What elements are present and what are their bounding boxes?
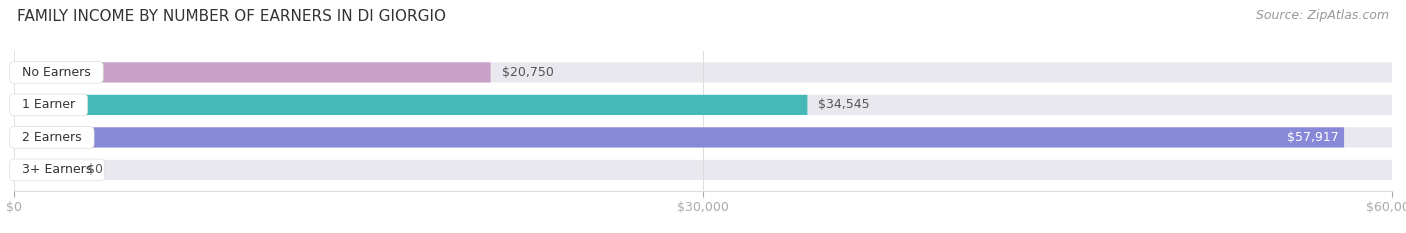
Text: Source: ZipAtlas.com: Source: ZipAtlas.com — [1256, 9, 1389, 22]
Text: No Earners: No Earners — [14, 66, 98, 79]
FancyBboxPatch shape — [14, 62, 1392, 82]
Text: FAMILY INCOME BY NUMBER OF EARNERS IN DI GIORGIO: FAMILY INCOME BY NUMBER OF EARNERS IN DI… — [17, 9, 446, 24]
Text: 2 Earners: 2 Earners — [14, 131, 90, 144]
Text: $0: $0 — [87, 163, 103, 176]
FancyBboxPatch shape — [14, 95, 807, 115]
Text: $34,545: $34,545 — [818, 98, 870, 111]
FancyBboxPatch shape — [14, 62, 491, 82]
FancyBboxPatch shape — [14, 127, 1344, 147]
Text: $57,917: $57,917 — [1286, 131, 1339, 144]
FancyBboxPatch shape — [14, 160, 1392, 180]
FancyBboxPatch shape — [14, 160, 76, 180]
Text: 3+ Earners: 3+ Earners — [14, 163, 100, 176]
Text: $20,750: $20,750 — [502, 66, 554, 79]
FancyBboxPatch shape — [14, 127, 1392, 147]
Text: 1 Earner: 1 Earner — [14, 98, 83, 111]
FancyBboxPatch shape — [14, 95, 1392, 115]
